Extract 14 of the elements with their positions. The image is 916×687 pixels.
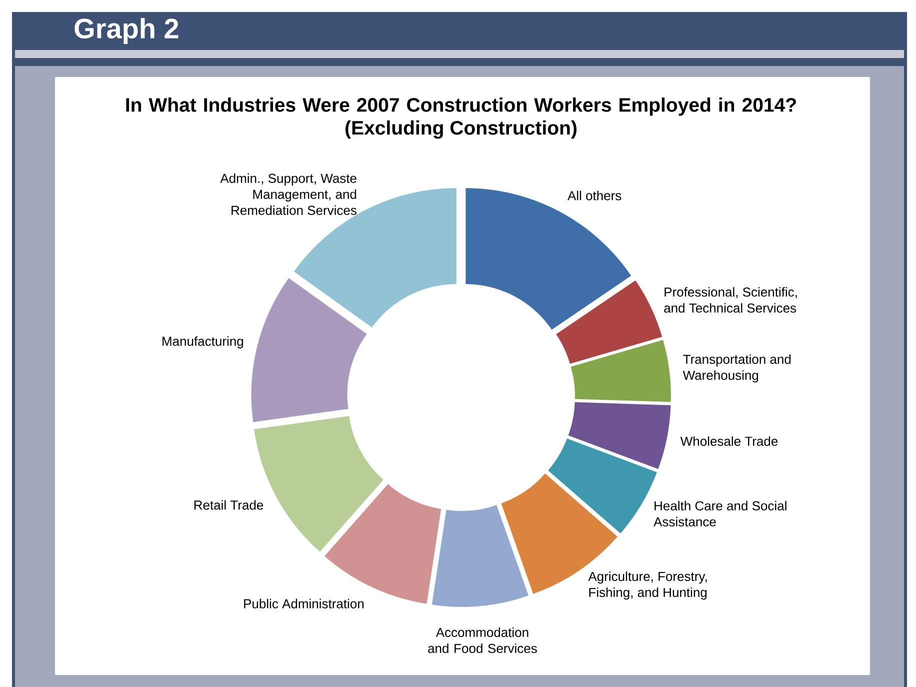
slice-label: All others [568,190,622,200]
slice-label: Admin., Support, Waste Management, and Remediation Services [220,173,356,215]
slice-label: Professional, Scientific, and Technical Services [664,287,797,313]
chart-subtitle: (Excluding Construction) [346,120,576,139]
slice-label: Wholesale Trade [680,436,778,446]
slice-label: Accommodation and Food Services [428,628,537,654]
slice-label: Retail Trade [194,500,264,510]
slice-label: Public Administration [244,598,364,608]
slice-label: Transportation and Warehousing [682,354,791,382]
slice-label: Health Care and Social Assistance [654,500,786,526]
chart-title: In What Industries Were 2007 Construction Workers Employed in 2014? [126,98,796,116]
caption: Graph 2 [74,18,178,44]
slice-label: Manufacturing [162,336,244,348]
slice-label: Agriculture, Forestry, Fishing, and Hunting [588,571,707,600]
